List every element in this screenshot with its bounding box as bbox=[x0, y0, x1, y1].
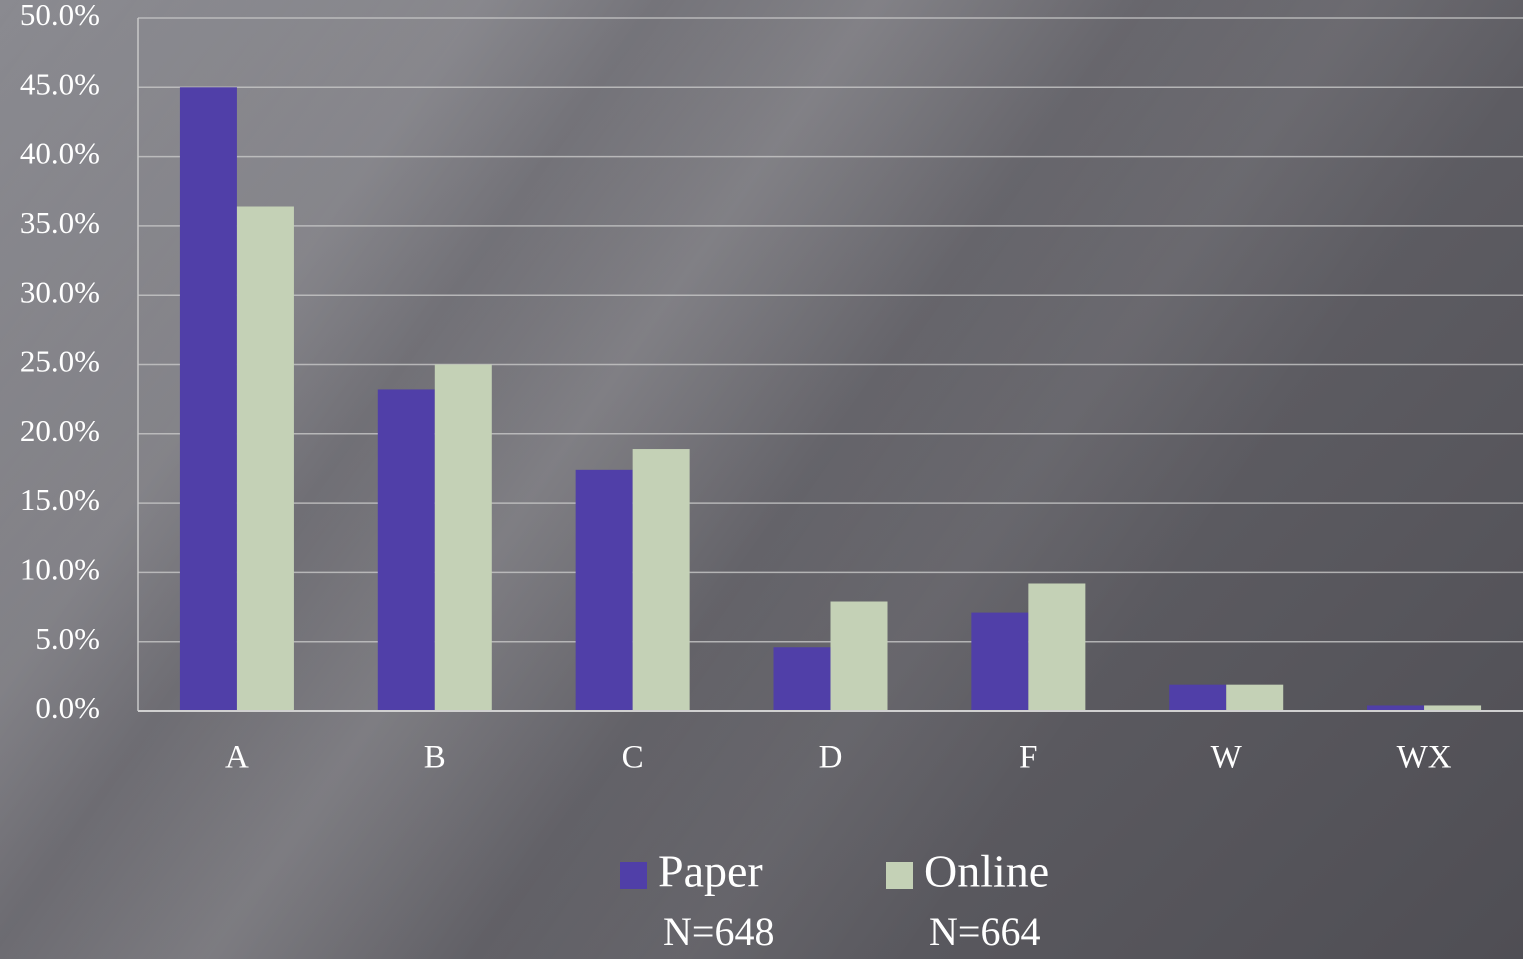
bar bbox=[1367, 705, 1425, 711]
x-tick-label: C bbox=[622, 740, 644, 776]
x-tick-label: D bbox=[819, 740, 843, 776]
legend-label: Paper bbox=[658, 846, 763, 897]
bar bbox=[1169, 684, 1227, 711]
legend-note: N=664 bbox=[929, 909, 1040, 954]
y-tick-label: 10.0% bbox=[20, 552, 100, 587]
y-tick-label: 20.0% bbox=[20, 413, 100, 448]
y-tick-label: 25.0% bbox=[20, 344, 100, 379]
bar bbox=[773, 647, 831, 711]
bar bbox=[1028, 583, 1086, 711]
legend-swatch bbox=[620, 862, 647, 889]
legend-note: N=648 bbox=[663, 909, 774, 954]
y-tick-label: 15.0% bbox=[20, 482, 100, 517]
bar bbox=[434, 364, 492, 711]
y-tick-label: 45.0% bbox=[20, 66, 100, 101]
y-tick-label: 40.0% bbox=[20, 136, 100, 171]
bar bbox=[1226, 684, 1284, 711]
legend-swatch bbox=[886, 862, 913, 889]
y-tick-label: 50.0% bbox=[20, 0, 100, 32]
y-tick-label: 0.0% bbox=[35, 690, 100, 725]
x-tick-label: B bbox=[424, 740, 446, 776]
bar bbox=[236, 206, 294, 711]
bar bbox=[830, 601, 888, 711]
x-tick-label: WX bbox=[1397, 740, 1452, 776]
bar bbox=[632, 449, 690, 711]
bar bbox=[377, 389, 435, 711]
x-tick-label: A bbox=[225, 740, 249, 776]
bar bbox=[179, 87, 237, 712]
bar bbox=[575, 469, 633, 711]
y-tick-label: 35.0% bbox=[20, 205, 100, 240]
y-tick-label: 30.0% bbox=[20, 274, 100, 309]
bar bbox=[971, 612, 1029, 711]
legend-label: Online bbox=[924, 846, 1049, 897]
x-tick-label: W bbox=[1211, 740, 1243, 776]
x-tick-label: F bbox=[1019, 740, 1037, 776]
bar bbox=[1424, 705, 1482, 711]
y-tick-label: 5.0% bbox=[35, 621, 100, 656]
